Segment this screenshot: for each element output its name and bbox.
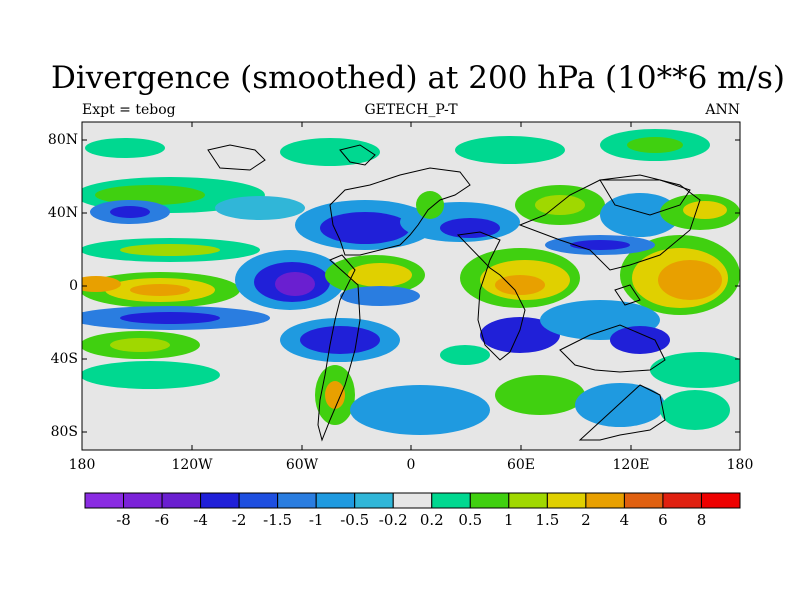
coastline xyxy=(578,384,666,441)
contour-patch xyxy=(627,137,683,153)
map-title: Divergence (smoothed) at 200 hPa (10**6 … xyxy=(51,60,785,96)
contour-patch xyxy=(440,345,490,365)
contour-patch xyxy=(683,201,727,219)
lon-label-120e: 120E xyxy=(612,457,650,473)
contour-patch xyxy=(535,195,585,215)
contour-patch xyxy=(570,240,630,250)
lon-label-180e: 180 xyxy=(726,457,754,473)
contour-patch xyxy=(660,390,730,430)
colorbar-tick-label: -0.2 xyxy=(378,511,408,529)
contour-patch xyxy=(600,193,680,237)
lat-label-40n: 40N xyxy=(47,205,78,221)
colorbar-tick-label: -4 xyxy=(193,511,208,529)
coastline xyxy=(317,254,361,442)
contour-patch xyxy=(610,326,670,354)
colorbar-tick-label: 1.5 xyxy=(535,511,560,529)
contour-patch xyxy=(130,284,190,296)
colorbar-tick-label: 8 xyxy=(696,511,707,529)
period-label: ANN xyxy=(705,102,740,118)
contour-patch xyxy=(82,276,121,292)
contour-patch xyxy=(110,338,170,352)
contour-patch xyxy=(275,272,315,296)
colorbar-cell xyxy=(585,492,625,509)
colorbar-cell xyxy=(200,492,240,509)
lat-label-80s: 80S xyxy=(50,424,78,440)
contour-patch xyxy=(650,352,740,388)
colorbar-tick-label: -1.5 xyxy=(263,511,293,529)
lon-label-120w: 120W xyxy=(171,457,213,473)
colorbar-cell xyxy=(123,492,163,509)
contour-patch xyxy=(495,275,545,295)
lon-label-60w: 60W xyxy=(285,457,319,473)
contour-patch xyxy=(215,196,305,220)
lon-label-0: 0 xyxy=(406,457,416,473)
colorbar-cell xyxy=(277,492,317,509)
colorbar-tick-label: 6 xyxy=(658,511,668,529)
coastline xyxy=(518,174,701,271)
lat-label-0: 0 xyxy=(69,278,78,294)
coastline xyxy=(456,231,526,361)
colorbar-cell xyxy=(700,492,741,509)
colorbar-cell xyxy=(469,492,510,509)
coastline xyxy=(339,144,376,166)
colorbar-cell xyxy=(84,492,125,509)
colorbar-cell xyxy=(392,492,433,509)
colorbar-cell xyxy=(623,492,664,509)
contour-patch xyxy=(340,286,420,306)
contour-patch xyxy=(480,317,560,353)
colorbar-tick-label: -6 xyxy=(154,511,170,529)
contour-patch xyxy=(85,138,165,158)
dataset-label: GETECH_P-T xyxy=(364,102,458,118)
colorbar-cell xyxy=(508,492,548,509)
colorbar-tick-label: -2 xyxy=(231,511,247,529)
contour-patch xyxy=(440,218,500,238)
lat-label-80n: 80N xyxy=(47,132,78,148)
colorbar-tick-label: 2 xyxy=(581,511,591,529)
contour-patch xyxy=(455,136,565,164)
contour-patch xyxy=(658,260,722,300)
colorbar-tick-label: 4 xyxy=(619,511,630,529)
coastline xyxy=(207,144,266,171)
contour-patch xyxy=(120,244,220,256)
colorbar-cell xyxy=(354,492,394,509)
colorbar-cell xyxy=(238,492,279,509)
colorbar-cell xyxy=(161,492,202,509)
contour-patch xyxy=(350,385,490,435)
colorbar-tick-label: 0.5 xyxy=(458,511,483,529)
colorbar-cell xyxy=(546,492,587,509)
colorbar-tick-label: -8 xyxy=(116,511,131,529)
colorbar-tick-label: 0.2 xyxy=(419,511,444,529)
contour-patch xyxy=(325,381,345,409)
colorbar-tick-label: -1 xyxy=(308,511,324,529)
coastline xyxy=(559,324,666,373)
contour-patch xyxy=(110,206,150,218)
colorbar-cell xyxy=(662,492,702,509)
colorbar-cell xyxy=(431,492,471,509)
colorbar-cell xyxy=(315,492,356,509)
contour-patch xyxy=(300,326,380,354)
experiment-label: Expt = tebog xyxy=(82,102,176,118)
lon-label-60e: 60E xyxy=(506,457,536,473)
colorbar-tick-label: -0.5 xyxy=(340,511,370,529)
lat-label-40s: 40S xyxy=(50,351,78,367)
coastline xyxy=(329,167,471,256)
colorbar-tick-label: 1 xyxy=(504,511,514,529)
colorbar xyxy=(84,492,741,509)
coastline xyxy=(599,179,691,216)
contour-patch xyxy=(495,375,585,415)
contour-patch xyxy=(280,138,380,166)
coastline xyxy=(614,284,641,306)
contour-patch xyxy=(416,191,444,219)
contour-patch xyxy=(82,361,220,389)
contour-patch xyxy=(120,312,220,324)
contour-patch xyxy=(348,263,412,287)
contour-patch xyxy=(95,185,205,205)
contour-patch xyxy=(320,212,410,244)
contour-patch xyxy=(575,383,665,427)
lon-label-180w: 180 xyxy=(68,457,96,473)
